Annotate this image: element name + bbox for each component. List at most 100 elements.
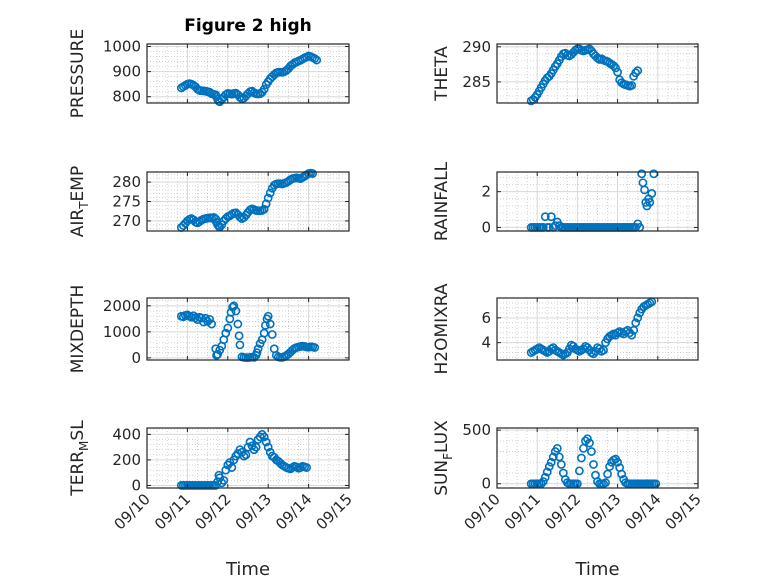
data-point [540,212,550,222]
subplot-sun-flux: 0 500 [462,421,699,493]
data-point [609,61,618,71]
data-point [631,68,641,78]
data-point [651,479,661,489]
y-tick-label: 280 [112,173,141,191]
x-tick-label: 09/14 [272,490,315,533]
y-tick-label: 2 [481,183,491,201]
data-point [259,204,269,214]
y-tick-label: 1000 [103,323,141,341]
data-point [583,434,592,444]
y-axis-label: SUNFLUX [432,420,455,496]
data-point [241,450,251,460]
y-tick-label: 290 [462,38,491,56]
data-point [221,328,231,338]
data-point [265,319,275,329]
axes-box [146,427,350,489]
data-point [546,212,556,222]
data-point [546,457,556,467]
data-point [229,301,239,311]
data-point [205,314,215,324]
data-point [587,447,596,456]
y-tick-label: 0 [481,218,491,236]
subplot-h2omixra: 46 [481,297,699,361]
data-point [556,460,566,469]
data-point [302,463,311,472]
data-point [589,460,598,469]
data-point [645,197,655,207]
x-tick-label: 09/11 [501,490,544,533]
data-point [213,220,223,230]
data-point [613,457,622,467]
x-tick-label: 09/11 [151,490,194,533]
y-axis-label: TERRMSL [68,420,91,497]
data-point [627,330,637,340]
data-point [544,462,554,471]
y-tick-label: 2000 [103,297,141,315]
data-point [611,63,620,73]
subplot-rainfall: 02 [481,169,699,236]
y-tick-label: 800 [112,88,141,106]
data-point [575,466,584,476]
x-tick-label: 09/14 [621,490,664,533]
x-tick-label: 09/13 [232,490,275,533]
data-point [213,349,223,359]
y-tick-label: 6 [481,309,491,327]
data-point [538,477,548,486]
data-point [536,479,546,489]
data-point [310,54,320,63]
axes-box [496,43,699,104]
x-tick-label: 09/10 [461,490,504,533]
data-point [235,340,245,350]
data-point [263,311,273,321]
data-point [267,330,277,339]
y-tick-label: 0 [481,475,491,493]
axes-box [496,171,699,232]
plot-area [497,172,698,231]
data-point [231,306,241,316]
y-tick-label: 0 [131,349,141,367]
data-point [542,467,552,477]
data-point [637,169,647,179]
data-point [191,313,200,323]
data-point [540,472,550,482]
y-tick-label: 0 [131,476,141,494]
data-point [633,313,643,323]
subplot-mixdepth: 0 1000 2000 [103,297,350,367]
data-point [605,462,614,471]
axes-box [496,427,699,489]
data-point [261,437,271,447]
subplot-theta: 285 290 [462,38,699,106]
data-point [263,193,273,203]
data-point [219,475,229,485]
data-point [233,319,243,329]
data-point [227,463,237,472]
y-axis-label: THETA [432,46,452,102]
data-point [627,81,637,90]
y-axis-label: RAINFALL [432,161,452,241]
subplot-terr-msl: 0 200 400 [112,425,350,494]
data-point [613,67,622,77]
y-tick-label: 900 [112,63,141,81]
data-point [647,189,657,198]
x-axis-label: Time [225,559,270,580]
axes-box [496,297,699,361]
data-point [235,92,245,102]
data-point [253,344,263,354]
data-point [265,188,275,198]
x-tick-label: 09/15 [662,490,705,533]
subplot-pressure: 800 900 1000 [103,38,350,107]
data-point [234,331,244,341]
data-point [631,318,641,328]
data-point [251,442,261,452]
data-point [312,55,322,65]
data-point [263,442,273,452]
data-point [633,66,643,76]
y-tick-label: 200 [112,451,141,469]
y-tick-label: 275 [112,193,141,211]
data-point [223,323,233,333]
axes-box [146,43,350,104]
data-point [548,452,558,462]
data-point [577,453,586,463]
